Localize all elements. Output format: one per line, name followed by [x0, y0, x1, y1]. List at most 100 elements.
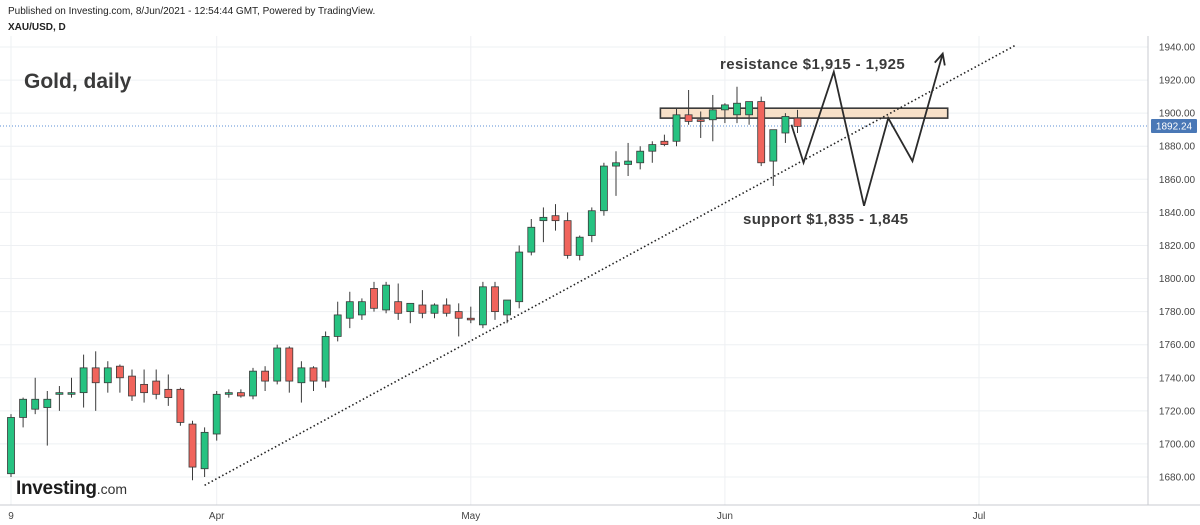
- candle-bullish: [575, 235, 584, 261]
- support-annotation: support $1,835 - 1,845: [743, 211, 909, 228]
- candle-bullish: [781, 113, 790, 143]
- candle-bearish: [757, 96, 766, 167]
- candle-bearish: [140, 369, 149, 403]
- candle-body: [406, 302, 415, 313]
- symbol-label: XAU/USD, D: [8, 22, 66, 33]
- y-tick-label: 1920.00: [1159, 76, 1196, 87]
- candle-body: [672, 114, 681, 142]
- candle-body: [176, 388, 185, 423]
- y-tick-label: 1800.00: [1159, 274, 1196, 285]
- candle-body: [394, 301, 403, 314]
- candle-bullish: [321, 331, 330, 388]
- candle-bullish: [745, 101, 753, 125]
- candle-body: [503, 299, 512, 316]
- candle-bearish: [128, 369, 136, 401]
- y-tick-label: 1740.00: [1159, 373, 1196, 384]
- x-tick-label: Jul: [973, 511, 986, 522]
- grid: [0, 36, 1148, 505]
- y-tick-label: 1700.00: [1159, 439, 1196, 450]
- published-line: Published on Investing.com, 8/Jun/2021 -…: [8, 6, 376, 17]
- candle-bullish: [31, 377, 40, 415]
- candle-bullish: [648, 141, 657, 163]
- y-tick-label: 1720.00: [1159, 406, 1196, 417]
- candle-bearish: [188, 420, 197, 481]
- candle-body: [236, 392, 245, 397]
- candle-body: [152, 380, 161, 395]
- candle-body: [19, 398, 28, 418]
- x-tick-label: Jun: [717, 511, 733, 522]
- candle-bullish: [527, 219, 536, 256]
- candle-body: [212, 393, 221, 435]
- candle-bearish: [442, 298, 451, 317]
- y-tick-label: 1820.00: [1159, 241, 1196, 252]
- candle-bullish: [430, 303, 439, 319]
- candle-body: [91, 367, 100, 384]
- candle-bullish: [43, 391, 52, 446]
- candle-body: [769, 129, 778, 162]
- candle-body: [188, 423, 197, 468]
- y-tick-label: 1680.00: [1159, 473, 1196, 484]
- candle-bearish: [684, 90, 693, 125]
- candle-bullish: [708, 94, 717, 142]
- logo-name: Investing: [16, 478, 97, 499]
- investing-logo: Investing.com: [16, 478, 127, 500]
- candle-body: [79, 367, 88, 394]
- resistance-zone-box: [659, 107, 949, 119]
- candle-body: [31, 398, 40, 410]
- candle-body: [600, 165, 608, 212]
- candle-bullish: [55, 386, 64, 411]
- candle-body: [418, 304, 427, 314]
- candle-bearish: [152, 369, 161, 400]
- candle-body: [660, 140, 669, 145]
- candle-body: [273, 347, 282, 382]
- candle-bullish: [212, 391, 221, 441]
- candle-body: [491, 286, 499, 313]
- candle-body: [164, 388, 173, 399]
- candle-bearish: [261, 366, 270, 391]
- candle-bullish: [224, 389, 233, 398]
- y-tick-label: 1780.00: [1159, 307, 1196, 318]
- candle-body: [309, 367, 318, 382]
- candle-bullish: [273, 344, 282, 385]
- candle-body: [478, 286, 487, 326]
- current-price-label: 1892.24: [1156, 121, 1193, 132]
- candle-bullish: [733, 86, 741, 124]
- candle-bearish: [491, 281, 499, 320]
- candles-layer: [7, 86, 802, 481]
- x-tick-label: 9: [8, 511, 14, 522]
- candle-body: [527, 226, 536, 253]
- candle-bearish: [309, 366, 318, 391]
- candle-bullish: [103, 361, 112, 393]
- candle-body: [515, 251, 524, 303]
- candle-bearish: [394, 283, 403, 320]
- candle-body: [575, 236, 584, 256]
- candle-bearish: [466, 306, 475, 324]
- candle-bullish: [67, 377, 76, 398]
- candle-body: [684, 114, 693, 122]
- candle-body: [128, 375, 136, 397]
- candle-bullish: [672, 108, 681, 147]
- candle-body: [466, 317, 475, 321]
- axes-layer: 1680.00 1700.00 1720.00 1740.00 1760.00 1780.…: [0, 36, 1200, 522]
- candle-body: [708, 109, 717, 121]
- candle-bullish: [636, 146, 645, 170]
- candle-body: [357, 301, 366, 316]
- candle-bullish: [515, 245, 524, 309]
- candle-body: [67, 392, 76, 395]
- projection-path-layer: [790, 51, 946, 207]
- y-tick-label: 1880.00: [1159, 142, 1196, 153]
- candle-body: [636, 150, 645, 164]
- candle-body: [200, 431, 209, 470]
- candle-body: [224, 392, 233, 395]
- candle-body: [781, 116, 790, 134]
- trendline: [204, 44, 1016, 486]
- candle-bearish: [91, 351, 100, 411]
- candle-body: [140, 383, 149, 394]
- candle-bearish: [285, 346, 294, 393]
- candle-bullish: [587, 207, 596, 243]
- candle-body: [733, 102, 741, 116]
- candle-bullish: [406, 302, 415, 324]
- candle-bullish: [297, 361, 306, 403]
- candle-body: [43, 398, 52, 408]
- candle-bullish: [478, 281, 487, 329]
